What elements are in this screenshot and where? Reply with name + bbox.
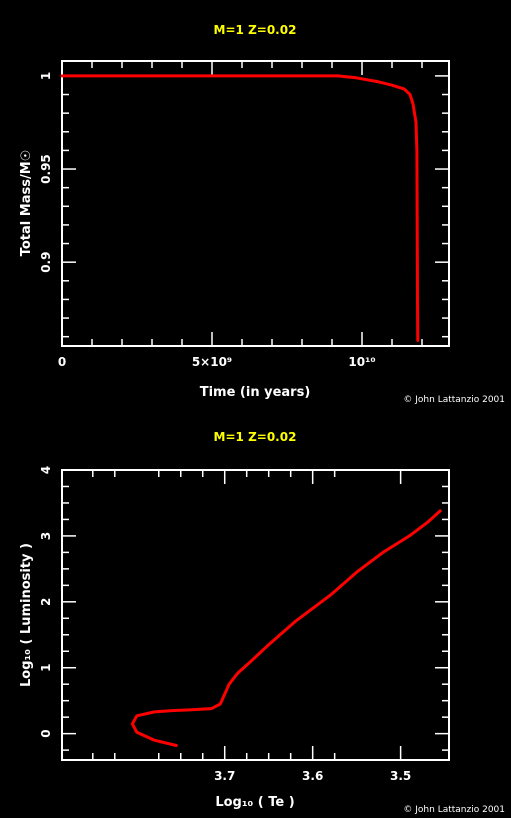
y-tick-label: 0	[39, 729, 53, 737]
x-axis-label: Time (in years)	[200, 385, 311, 400]
x-tick-label: 3.6	[302, 769, 323, 783]
y-tick-label: 1	[39, 72, 53, 80]
copyright-credit: © John Lattanzio 2001	[403, 805, 505, 815]
evolution-track-curve	[130, 509, 442, 747]
tick-labels: 3.7 3.6 3.5 0 1 2 3 4	[39, 466, 411, 783]
y-tick-label: 3	[39, 532, 53, 540]
hr-diagram-chart: M=1 Z=0.02 3.7 3.6 3.5 0 1 2 3 4 Log₁₀ ( Te ) L…	[19, 430, 505, 815]
copyright-credit: © John Lattanzio 2001	[403, 395, 505, 405]
y-axis-label: Log₁₀ ( Luminosity )	[19, 543, 34, 687]
x-tick-label: 10¹⁰	[348, 355, 375, 369]
y-tick-label: 0.9	[39, 252, 53, 273]
x-tick-label: 3.5	[390, 769, 411, 783]
y-axis-label: Total Mass/M☉	[19, 150, 34, 257]
tick-marks	[62, 469, 449, 760]
tick-marks	[61, 61, 449, 346]
mass-loss-curve	[60, 74, 420, 342]
x-tick-label: 3.7	[214, 769, 235, 783]
plot-frame	[61, 469, 450, 761]
mass-vs-time-chart: M=1 Z=0.02 0 5×10⁹ 10¹⁰ 0.9 0.95 1 Time (in y…	[19, 23, 505, 405]
y-tick-label: 4	[39, 466, 53, 474]
chart-title: M=1 Z=0.02	[214, 23, 297, 37]
y-tick-label: 0.95	[39, 154, 53, 184]
plot-frame	[61, 60, 450, 347]
tick-labels: 0 5×10⁹ 10¹⁰ 0.9 0.95 1	[39, 72, 376, 369]
y-tick-label: 1	[39, 664, 53, 672]
x-axis-label: Log₁₀ ( Te )	[215, 795, 294, 810]
x-tick-label: 5×10⁹	[192, 355, 232, 369]
y-tick-label: 2	[39, 598, 53, 606]
chart-title: M=1 Z=0.02	[214, 430, 297, 444]
x-tick-label: 0	[58, 355, 66, 369]
